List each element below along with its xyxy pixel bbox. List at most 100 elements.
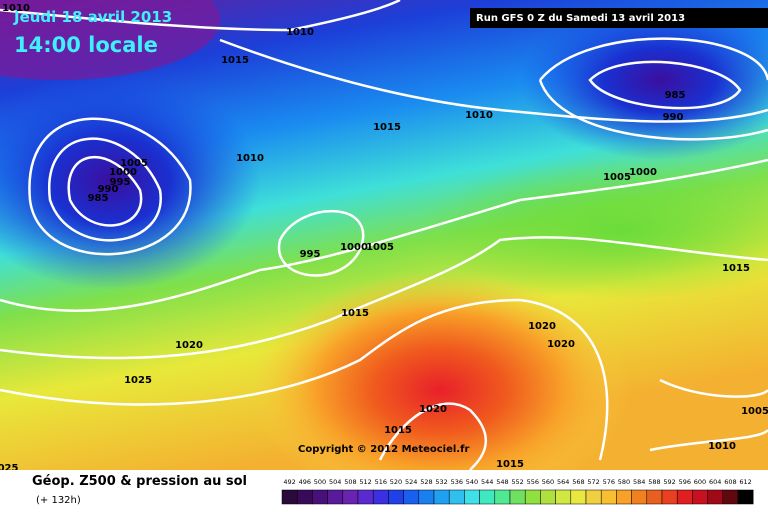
legend-swatch xyxy=(600,489,617,505)
isobar-label: 1015 xyxy=(384,425,412,436)
legend-swatch xyxy=(524,489,541,505)
isobar-label: 985 xyxy=(88,193,109,204)
legend-swatch xyxy=(479,489,496,505)
legend-label: 556 xyxy=(527,478,539,486)
legend-swatch xyxy=(418,489,435,505)
legend-swatch xyxy=(616,489,632,505)
legend-label: 552 xyxy=(511,478,523,486)
legend-swatch xyxy=(494,489,511,505)
isobar-label: 1020 xyxy=(547,339,575,350)
field xyxy=(0,0,220,80)
legend-label: 532 xyxy=(435,478,447,486)
legend-label: 496 xyxy=(299,478,311,486)
legend-swatch xyxy=(464,489,480,505)
isobar-label: 1005 xyxy=(366,242,394,253)
run-text: Run GFS 0 Z du Samedi 13 avril 2013 xyxy=(476,13,685,24)
legend-label: 572 xyxy=(587,478,599,486)
legend-label: 528 xyxy=(420,478,432,486)
isobar-label: 1000 xyxy=(109,167,137,178)
legend-label: 564 xyxy=(557,478,569,486)
legend-swatch xyxy=(692,489,708,505)
legend-label: 584 xyxy=(633,478,645,486)
legend-swatch xyxy=(737,489,754,505)
legend-swatch xyxy=(312,489,328,505)
isobar-label: 1010 xyxy=(465,110,493,121)
isobar-label: 025 xyxy=(0,463,18,474)
legend-swatch xyxy=(403,489,420,505)
isobar-label: 1005 xyxy=(603,172,631,183)
legend-label: 492 xyxy=(283,478,295,486)
legend-label: 600 xyxy=(694,478,706,486)
isobar-label: 1005 xyxy=(741,406,768,417)
isobar-label: 1010 xyxy=(286,27,314,38)
isobar-label: 1020 xyxy=(419,404,447,415)
isobar-label: 985 xyxy=(665,90,686,101)
isobar-label: 1025 xyxy=(124,375,152,386)
legend-swatch xyxy=(296,489,313,505)
legend-swatch xyxy=(540,489,556,505)
legend-label: 520 xyxy=(390,478,402,486)
isobar-label: 995 xyxy=(110,177,131,188)
legend-label: 516 xyxy=(375,478,387,486)
footer-lead: (+ 132h) xyxy=(36,495,81,506)
isobar-label: 1020 xyxy=(175,340,203,351)
legend-label: 612 xyxy=(739,478,751,486)
legend-swatch xyxy=(722,489,739,505)
isobar-label: 1000 xyxy=(629,167,657,178)
run-box xyxy=(470,8,768,28)
date: Jeudi 18 avril 2013 xyxy=(13,8,172,26)
isobars xyxy=(0,0,768,470)
legend-label: 512 xyxy=(359,478,371,486)
legend-label: 548 xyxy=(496,478,508,486)
legend-swatch xyxy=(388,489,404,505)
legend-swatch xyxy=(661,489,678,505)
legend-swatch xyxy=(585,489,602,505)
legend-swatch xyxy=(281,489,298,505)
legend-label: 608 xyxy=(724,478,736,486)
legend-swatch xyxy=(448,489,465,505)
copyright: Copyright © 2012 Meteociel.fr xyxy=(298,444,469,455)
legend-swatch xyxy=(570,489,587,505)
isobar-label: 995 xyxy=(300,249,321,260)
field xyxy=(250,270,630,510)
legend-swatch xyxy=(372,489,389,505)
legend-label: 604 xyxy=(709,478,721,486)
isobar-label: 1015 xyxy=(221,55,249,66)
legend-swatch xyxy=(555,489,572,505)
legend-label: 540 xyxy=(466,478,478,486)
legend-label: 504 xyxy=(329,478,341,486)
legend-label: 580 xyxy=(618,478,630,486)
legend-label: 568 xyxy=(572,478,584,486)
legend-label: 544 xyxy=(481,478,493,486)
legend-label: 524 xyxy=(405,478,417,486)
isobar-label: 1005 xyxy=(120,158,148,169)
isobar-label: 1015 xyxy=(341,308,369,319)
legend-label: 576 xyxy=(603,478,615,486)
legend-label: 592 xyxy=(663,478,675,486)
isobar-label: 1015 xyxy=(496,459,524,470)
isobar-label: 1010 xyxy=(708,441,736,452)
legend-swatch xyxy=(707,489,724,505)
legend-swatch xyxy=(676,489,693,505)
isobar-label: 1015 xyxy=(373,122,401,133)
legend-swatch xyxy=(342,489,359,505)
field xyxy=(420,160,768,300)
time: 14:00 locale xyxy=(14,33,158,57)
isobar-label: 1020 xyxy=(528,321,556,332)
legend-label: 560 xyxy=(542,478,554,486)
legend-swatch xyxy=(646,489,663,505)
isobar-label: 1010 xyxy=(2,3,30,14)
legend-label: 596 xyxy=(679,478,691,486)
legend-label: 588 xyxy=(648,478,660,486)
legend-swatch xyxy=(509,489,526,505)
legend-swatch xyxy=(327,489,344,505)
legend-swatch xyxy=(433,489,450,505)
legend-swatch xyxy=(357,489,374,505)
legend-label: 500 xyxy=(314,478,326,486)
isobar-label: 1000 xyxy=(340,242,368,253)
legend-swatch xyxy=(631,489,648,505)
legend-label: 508 xyxy=(344,478,356,486)
isobar-label: 990 xyxy=(98,184,119,195)
